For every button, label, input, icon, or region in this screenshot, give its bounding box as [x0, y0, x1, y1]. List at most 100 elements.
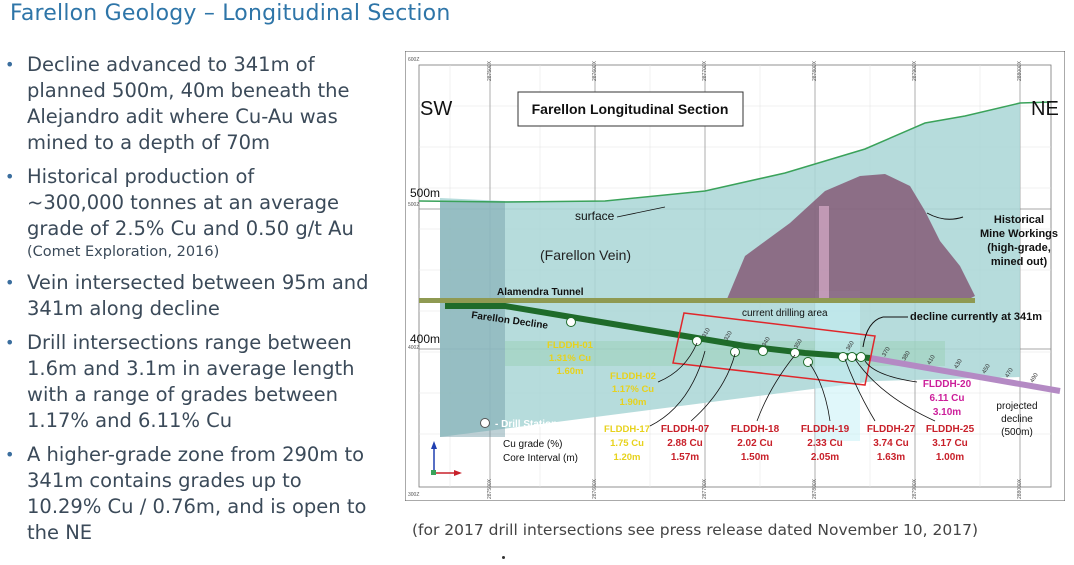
hole-leader [809, 363, 831, 422]
decline-current-arrow [862, 316, 884, 348]
historical-label: Historical Mine Workings (high-grade, mi… [980, 214, 1058, 268]
projected-line: projected [996, 401, 1037, 412]
bullet-item: • Vein intersected between 95m and 341m … [0, 270, 385, 322]
hole-cu: 1.31% Cu [549, 353, 591, 364]
bullet-line: Alejandro adit where Cu-Au was [27, 105, 338, 128]
z-label: 300Z [408, 492, 419, 498]
legend-core-interval: Core Interval (m) [503, 453, 578, 464]
bullet-line: mined to a depth of 70m [27, 131, 271, 154]
elevation-500: 500m [410, 186, 440, 200]
bullet-line: Decline advanced to 341m of [27, 53, 315, 76]
hole-cu: 3.74 Cu [873, 438, 909, 449]
historical-line: (high-grade, [987, 242, 1051, 254]
bullet-line: with a range of grades between [27, 383, 339, 406]
drilling-area-box [672, 312, 876, 386]
bullet-line: Drill intersections range between [27, 331, 352, 354]
bullet-line: A higher-grade zone from 290m to [27, 443, 365, 466]
easting-label: 287600X [592, 60, 598, 81]
hole-cu: 2.02 Cu [737, 438, 773, 449]
hole-leader [756, 354, 796, 422]
drilling-area-label: current drilling area [742, 308, 828, 319]
bullet-line: Historical production of [27, 165, 255, 188]
hole-length: 1.57m [671, 452, 699, 463]
easting-label: 287700X [702, 60, 708, 81]
hole-leader [690, 353, 736, 422]
projected-label: projected decline (500m) [996, 401, 1037, 438]
hole-length: 1.90m [620, 397, 647, 408]
hole-name: FLDDH-25 [926, 424, 975, 435]
drill-station-marker [692, 336, 702, 346]
bullet-line: 341m along decline [27, 297, 220, 320]
drill-station-legend-icon [480, 418, 490, 428]
direction-ne: NE [1031, 98, 1059, 120]
bullet-line: Vein intersected between 95m and [27, 271, 369, 294]
magenta-hole-leader [864, 360, 918, 383]
hole-cu: 1.75 Cu [610, 438, 644, 449]
hole-name: FLDDH-18 [731, 424, 780, 435]
chainage-labels: 310 320 340 350 360 370 380 410 430 450 … [702, 327, 1041, 384]
drill-station-marker [856, 352, 866, 362]
easting-label: 287800X [812, 60, 818, 81]
projected-decline [869, 355, 1061, 394]
drill-station-marker [566, 317, 576, 327]
hole-name: FLDDH-17 [604, 424, 650, 435]
drill-station-marker [838, 352, 848, 362]
hole-leader [649, 350, 706, 427]
figure-caption: (for 2017 drill intersections see press … [412, 521, 979, 539]
tunnel-label: Alamendra Tunnel [497, 287, 584, 298]
historical-line: mined out) [991, 256, 1048, 268]
hole-leader [854, 358, 936, 422]
surface-label: surface [575, 209, 615, 223]
axis-indicator-icon [431, 441, 462, 476]
chainage-label: 450 [982, 363, 993, 375]
elevation-400: 400m [410, 332, 440, 346]
chainage-label: 470 [1005, 367, 1016, 379]
bullet-line: grade of 2.5% Cu and 0.50 g/t Au [27, 217, 354, 240]
drill-stations [566, 317, 866, 367]
vein-highlight [815, 291, 860, 441]
hole-name: FLDDH-19 [801, 424, 850, 435]
hole-length: 3.10m [933, 407, 961, 418]
projected-line: decline [1001, 414, 1033, 425]
historical-leader [926, 212, 964, 220]
bullet-icon: • [5, 333, 15, 352]
frame-z-labels: 600Z 500Z 400Z 300Z [408, 57, 419, 498]
easting-label: 288000X [1017, 60, 1023, 81]
z-label: 400Z [408, 345, 419, 351]
decorative-dot [502, 556, 505, 559]
hole-length: 1.20m [614, 452, 641, 463]
z-label: 600Z [408, 57, 419, 63]
section-title-box [517, 91, 744, 127]
chainage-label: 310 [702, 327, 713, 339]
chainage-label: 430 [954, 358, 965, 370]
bullet-item: • A higher-grade zone from 290m to 341m … [0, 442, 385, 546]
hole-leader [657, 342, 698, 383]
historical-line: Mine Workings [980, 228, 1058, 240]
projected-line: (500m) [1001, 427, 1033, 438]
hole-leader [844, 358, 876, 422]
bullet-line: 10.29% Cu / 0.76m, and is open to [27, 495, 367, 518]
bullet-list: • Decline advanced to 341m of planned 50… [0, 52, 385, 554]
vein-shaded-block [440, 201, 505, 437]
chainage-label: 320 [724, 330, 735, 342]
chainage-label: 340 [762, 336, 773, 348]
hole-cu: 3.17 Cu [932, 438, 968, 449]
page-title: Farellon Geology – Longitudinal Section [10, 1, 451, 26]
historical-workings [727, 174, 975, 301]
red-hole-leaders [690, 353, 936, 422]
bullet-line: ~300,000 tonnes at an average [27, 191, 339, 214]
workings-highlight [819, 206, 829, 301]
bullet-icon: • [5, 445, 15, 464]
chainage-label: 490 [1030, 372, 1041, 384]
bullet-icon: • [5, 273, 15, 292]
yellow-hole-labels: FLDDH-01 1.31% Cu 1.60m FLDDH-02 1.17% C… [547, 340, 656, 463]
hole-length: 1.63m [877, 452, 905, 463]
hole-name: FLDDH-07 [661, 424, 710, 435]
chainage-label: 350 [794, 338, 805, 350]
hole-name: FLDDH-27 [867, 424, 916, 435]
hole-name: FLDDH-02 [610, 371, 656, 382]
bullet-icon: • [5, 55, 15, 74]
alamendra-tunnel [419, 298, 975, 303]
hole-name: FLDDH-01 [547, 340, 594, 351]
bullet-item: • Drill intersections range between 1.6m… [0, 330, 385, 434]
